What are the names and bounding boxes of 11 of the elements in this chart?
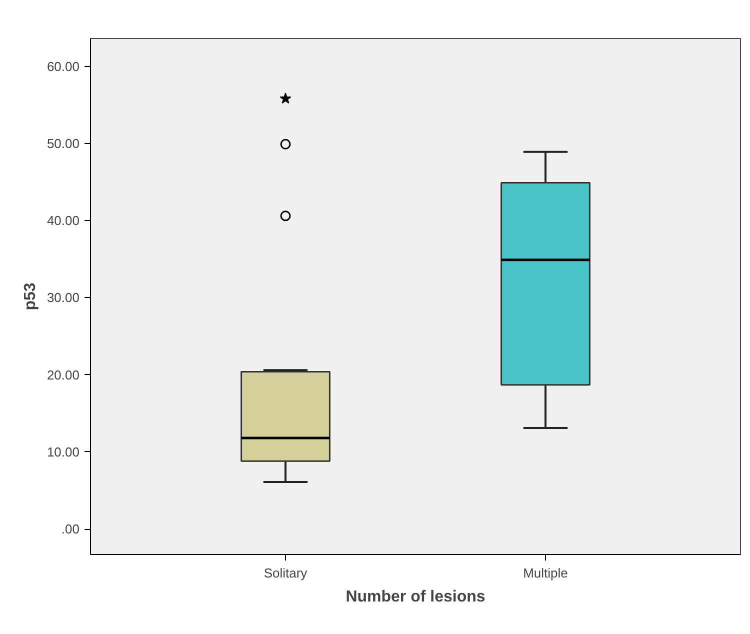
x-tick-label: Multiple: [523, 566, 568, 580]
y-tick-label: .00: [61, 522, 80, 537]
y-tick-label: 60.00: [46, 58, 80, 74]
y-tick-label: 10.00: [46, 444, 80, 460]
x-axis-title: Number of lesions: [346, 588, 486, 606]
y-tick-label: 30.00: [46, 290, 80, 306]
y-tick-label: 40.00: [46, 213, 80, 228]
y-tick-label: 20.00: [46, 367, 80, 382]
y-axis-title: p53: [22, 282, 39, 310]
x-tick-label: Solitary: [264, 566, 308, 580]
y-tick-label: 50.00: [46, 136, 80, 151]
